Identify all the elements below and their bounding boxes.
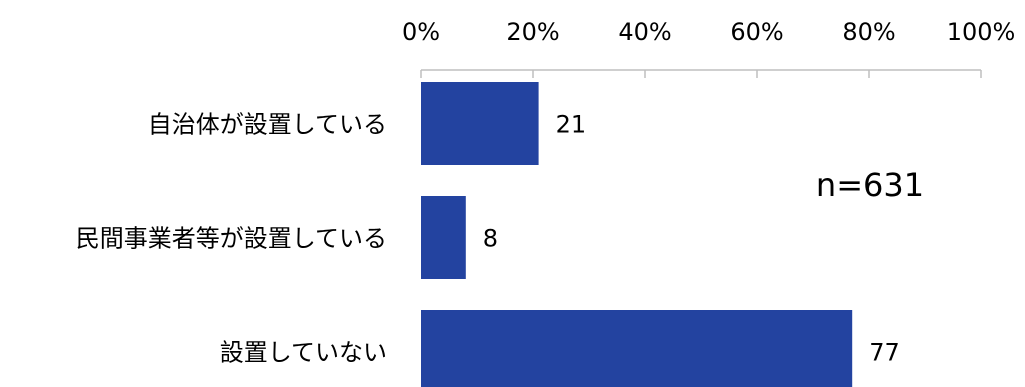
- bar: [421, 196, 466, 279]
- category-label: 民間事業者等が設置している: [76, 225, 387, 253]
- category-label: 自治体が設置している: [148, 111, 387, 139]
- data-label: 8: [483, 225, 498, 253]
- x-tick-label: 0%: [402, 18, 440, 46]
- bars: [421, 82, 853, 387]
- data-label: 21: [556, 111, 587, 139]
- data-label: 77: [869, 339, 900, 367]
- x-axis: 0% 20% 40% 60% 80% 100%: [402, 18, 1015, 78]
- sample-size-annotation: n=631: [816, 166, 924, 204]
- x-tick-label: 60%: [730, 18, 783, 46]
- x-tick-label: 100%: [947, 18, 1016, 46]
- bar: [421, 82, 539, 165]
- x-tick-label: 40%: [618, 18, 671, 46]
- category-label: 設置していない: [220, 339, 387, 367]
- x-tick-label: 20%: [506, 18, 559, 46]
- bar: [421, 310, 853, 387]
- data-labels: 21 8 77: [483, 111, 900, 367]
- x-tick-label: 80%: [842, 18, 895, 46]
